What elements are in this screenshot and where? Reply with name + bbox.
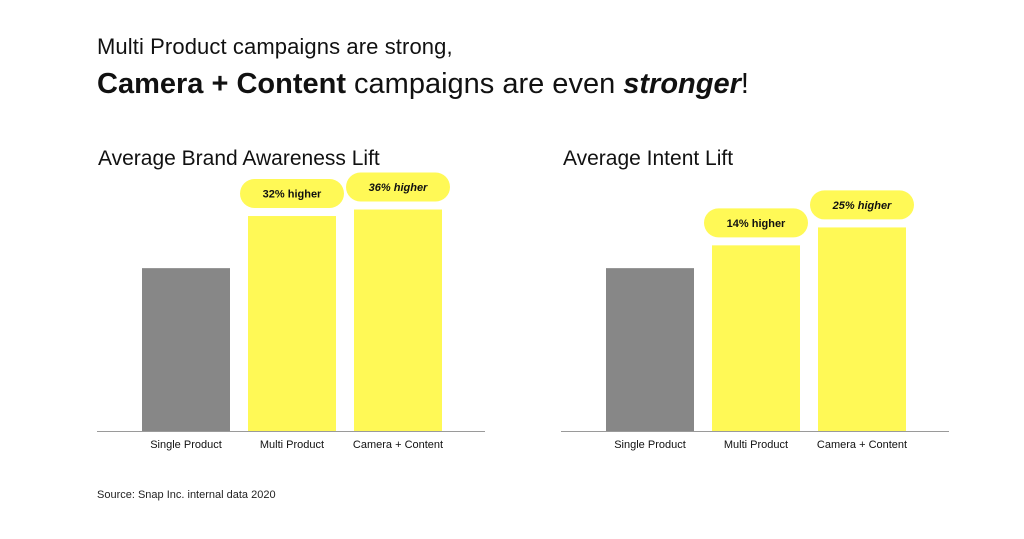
- data-label-pill: [810, 190, 914, 220]
- data-label: 25% higher: [832, 200, 892, 212]
- data-label: 14% higher: [727, 218, 786, 230]
- bar-camera-content: [354, 209, 442, 431]
- chart-title-brand-awareness: Average Brand Awareness Lift: [98, 147, 380, 170]
- headline-line-2: Camera + Content campaigns are even stro…: [97, 68, 749, 101]
- headline-end-text: !: [740, 68, 749, 100]
- data-label: 36% higher: [369, 182, 428, 194]
- headline-emphasis-text: stronger: [623, 68, 741, 100]
- bar-multi-product: [248, 216, 336, 431]
- category-label: Multi Product: [260, 439, 324, 451]
- bar-camera-content: [818, 227, 906, 431]
- category-label: Single Product: [614, 439, 686, 451]
- bar-multi-product: [712, 245, 800, 431]
- bar-single-product: [142, 268, 230, 431]
- chart-brand-awareness: Single Product Multi Product 32% higher Cam…: [97, 172, 485, 451]
- bar-single-product: [606, 268, 694, 431]
- data-label: 32% higher: [263, 189, 322, 201]
- data-label-pill: [346, 172, 450, 202]
- data-label-pill: [704, 208, 808, 238]
- category-label: Camera + Content: [353, 439, 443, 451]
- chart-title-intent: Average Intent Lift: [563, 147, 734, 170]
- category-label: Camera + Content: [817, 439, 907, 451]
- category-label: Multi Product: [724, 439, 788, 451]
- chart-intent: Single Product Multi Product 14% higher Cam…: [561, 190, 949, 451]
- source-note: Source: Snap Inc. internal data 2020: [97, 489, 276, 501]
- headline-bold-text: Camera + Content: [97, 68, 346, 100]
- headline-line-1: Multi Product campaigns are strong,: [97, 34, 453, 59]
- category-label: Single Product: [150, 439, 222, 451]
- headline-middle-text: campaigns are even: [345, 68, 624, 100]
- data-label-pill: [240, 179, 344, 209]
